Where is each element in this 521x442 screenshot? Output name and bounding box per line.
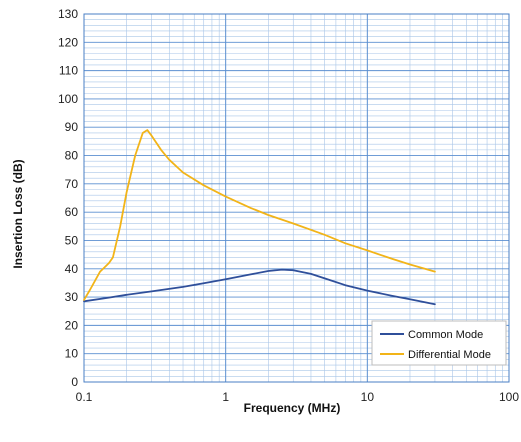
x-tick-label: 100 bbox=[499, 390, 519, 404]
y-tick-label: 0 bbox=[71, 375, 78, 389]
series-line-common-mode bbox=[83, 268, 436, 306]
x-tick-label: 10 bbox=[361, 390, 375, 404]
y-tick-label: 100 bbox=[58, 92, 78, 106]
x-tick-label: 1 bbox=[222, 390, 229, 404]
y-tick-label: 20 bbox=[65, 318, 79, 332]
y-tick-label: 60 bbox=[65, 205, 79, 219]
plot-frame bbox=[83, 13, 510, 383]
y-tick-label: 120 bbox=[58, 35, 78, 49]
y-tick-label: 80 bbox=[65, 149, 79, 163]
legend-label-common-mode: Common Mode bbox=[408, 329, 483, 341]
y-axis-title: Insertion Loss (dB) bbox=[11, 159, 25, 268]
y-tick-label: 40 bbox=[65, 262, 79, 276]
legend-box bbox=[371, 320, 507, 366]
y-tick-label: 30 bbox=[65, 290, 79, 304]
grid bbox=[83, 13, 510, 383]
legend-label-differential-mode: Differential Mode bbox=[408, 349, 491, 361]
y-tick-label: 90 bbox=[65, 120, 79, 134]
x-axis-title: Frequency (MHz) bbox=[244, 401, 341, 415]
y-tick-label: 110 bbox=[59, 64, 78, 78]
y-tick-label: 70 bbox=[65, 177, 79, 191]
y-tick-label: 130 bbox=[58, 7, 78, 21]
y-tick-label: 50 bbox=[65, 233, 79, 247]
series-line-differential-mode bbox=[83, 129, 436, 301]
y-tick-label: 10 bbox=[65, 347, 79, 361]
legend: Common Mode Differential Mode bbox=[371, 320, 507, 366]
series-lines bbox=[83, 129, 436, 306]
x-tick-label: 0.1 bbox=[76, 390, 93, 404]
